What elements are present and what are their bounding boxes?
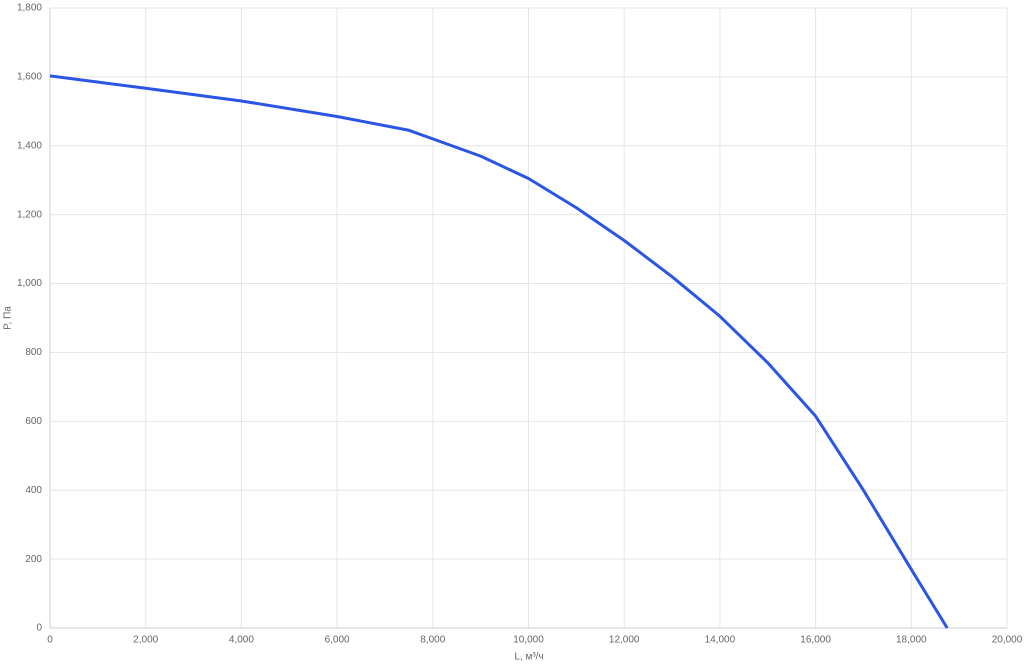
x-tick-label: 0: [47, 635, 53, 646]
y-tick-label: 800: [25, 347, 42, 358]
y-tick-label: 600: [25, 416, 42, 427]
x-tick-label: 14,000: [705, 635, 736, 646]
line: [49, 74, 949, 629]
y-tick-label: 0: [36, 623, 42, 634]
x-tick-label: 6,000: [325, 635, 350, 646]
x-tick-label: 2,000: [133, 635, 158, 646]
x-tick-label: 4,000: [229, 635, 254, 646]
y-tick-label: 200: [25, 554, 42, 565]
x-tick-label: 8,000: [420, 635, 445, 646]
x-tick-label: 12,000: [609, 635, 640, 646]
x-tick-label: 16,000: [800, 635, 831, 646]
y-tick-label: 1,000: [17, 278, 42, 289]
x-tick-label: 18,000: [896, 635, 927, 646]
x-tick-label: 20,000: [992, 635, 1023, 646]
y-tick-label: 1,400: [17, 140, 42, 151]
x-axis-label: L, м³/ч: [514, 652, 543, 663]
x-tick-label: 10,000: [513, 635, 544, 646]
y-tick-label: 1,600: [17, 72, 42, 83]
y-axis-label: P, Па: [3, 306, 14, 330]
y-tick-label: 1,200: [17, 209, 42, 220]
y-tick-label: 1,800: [17, 3, 42, 14]
y-tick-label: 400: [25, 485, 42, 496]
